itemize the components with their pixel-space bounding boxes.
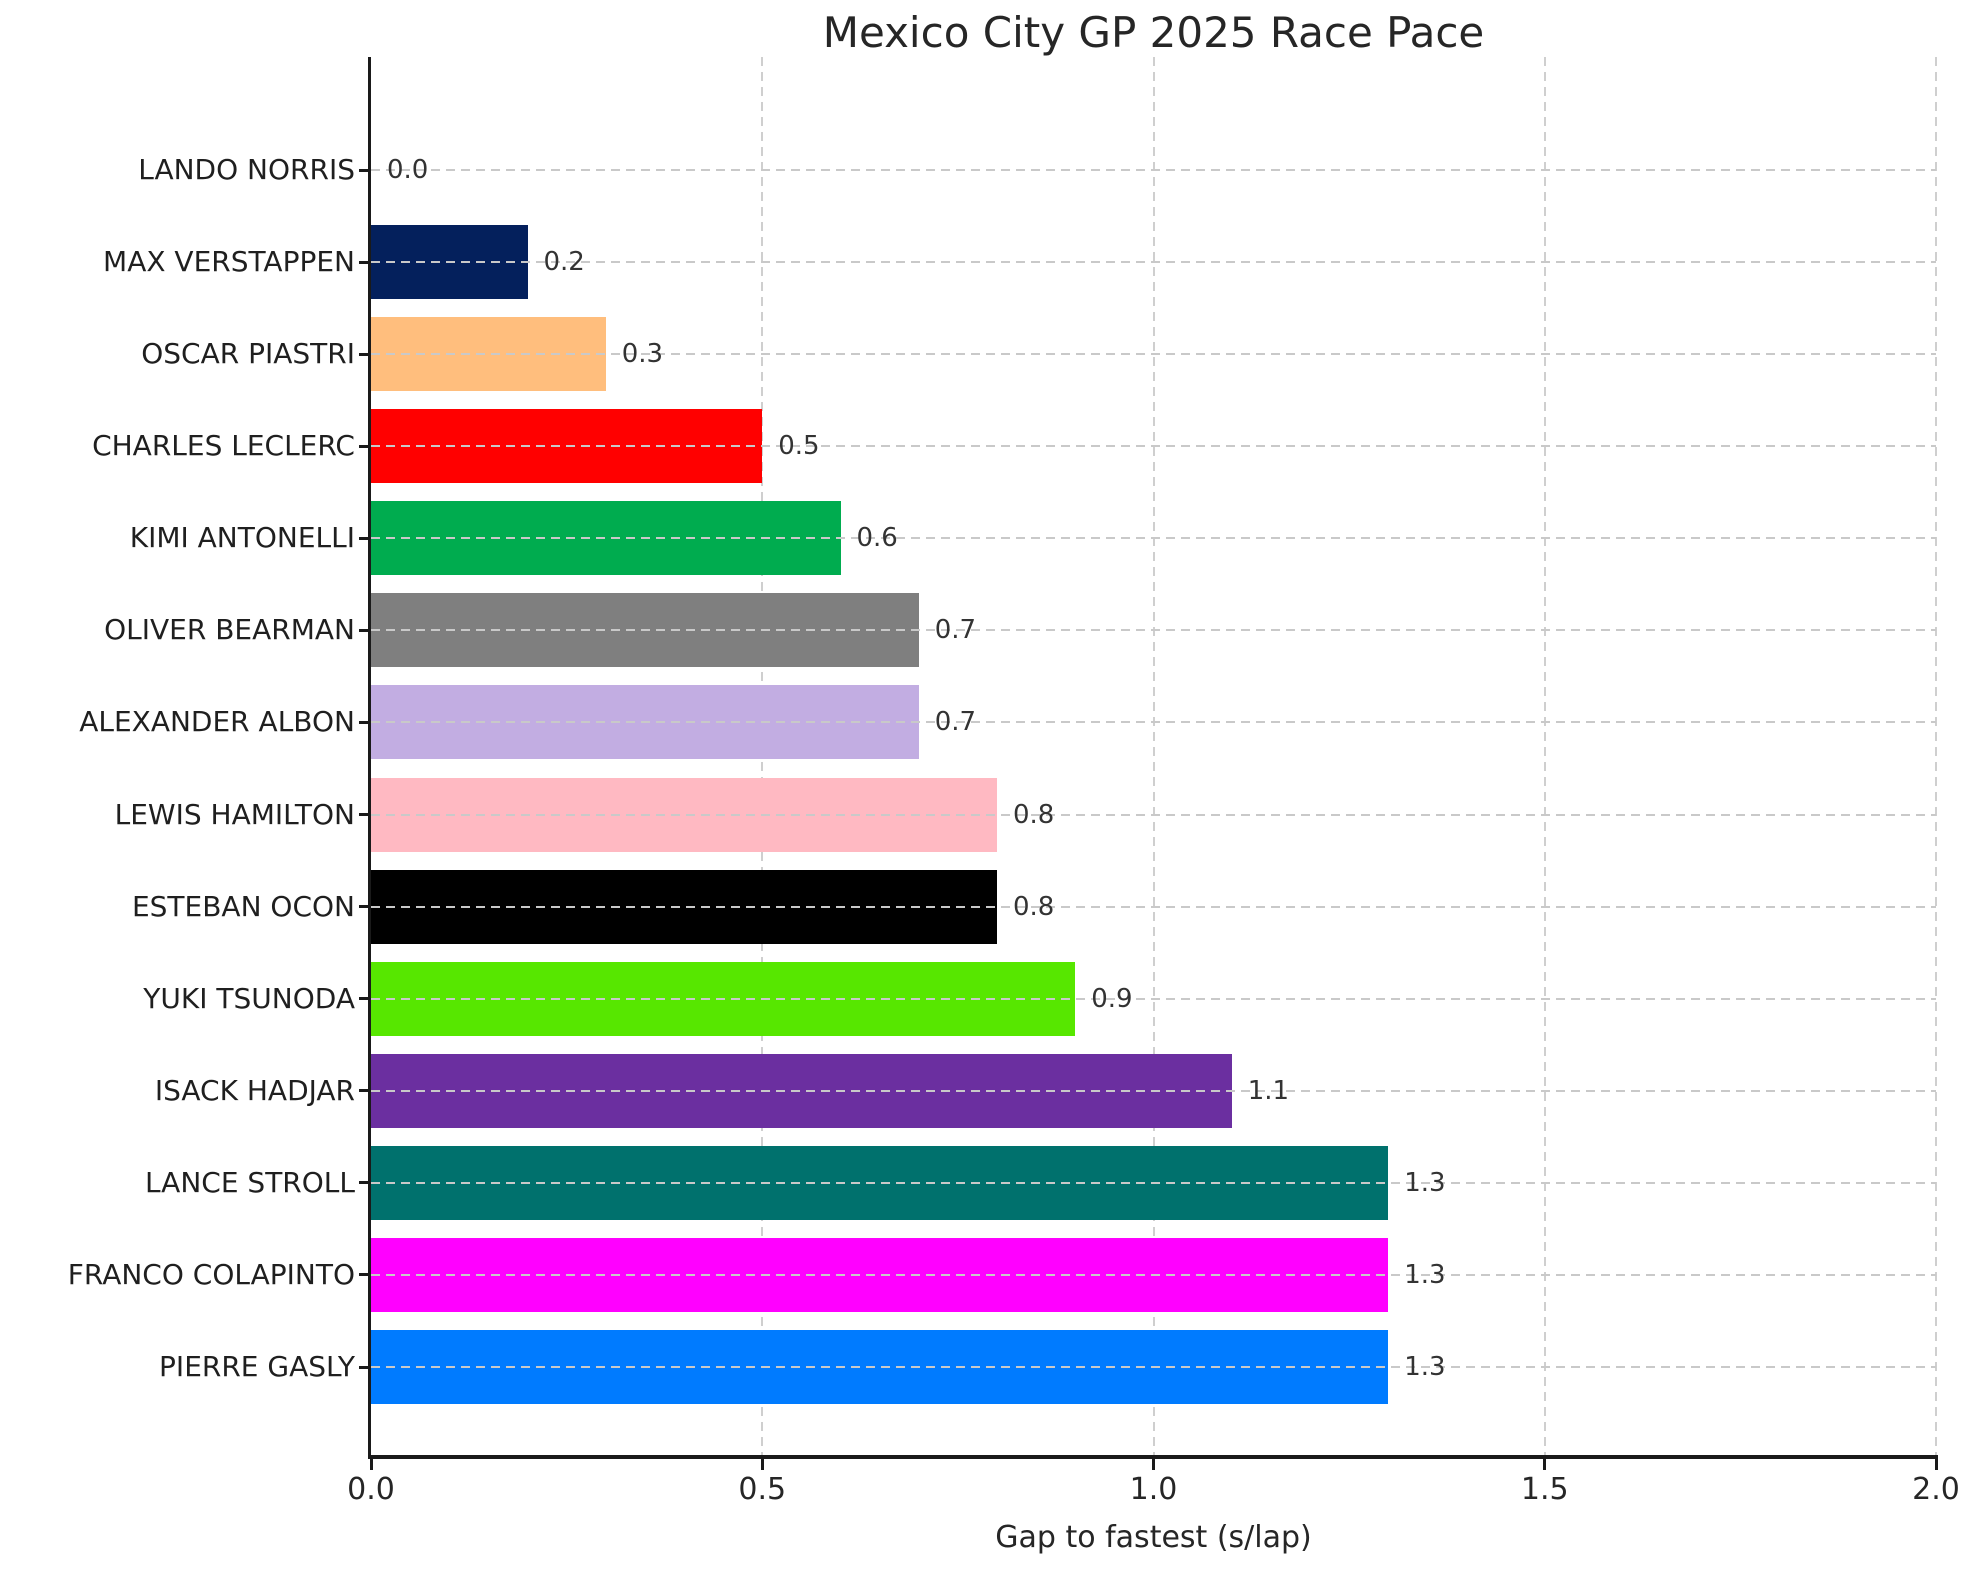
- y-tick-mark: [359, 260, 370, 264]
- y-tick-mark: [359, 444, 370, 448]
- bar-value-label: 1.3: [1404, 1167, 1446, 1198]
- horizontal-gridline: [371, 997, 1936, 1000]
- bar-value-label: 0.8: [1013, 891, 1055, 922]
- plot-area: [371, 57, 1937, 1457]
- x-tick-mark: [369, 1457, 373, 1470]
- y-tick-label: OSCAR PIASTRI: [141, 337, 355, 371]
- y-tick-mark: [359, 168, 370, 172]
- y-tick-mark: [359, 536, 370, 540]
- horizontal-gridline: [371, 721, 1936, 724]
- x-tick-label: 0.5: [738, 1472, 787, 1507]
- vertical-gridline: [1935, 57, 1937, 1457]
- y-tick-label: FRANCO COLAPINTO: [67, 1257, 355, 1291]
- bar-value-label: 0.5: [778, 431, 820, 462]
- horizontal-gridline: [371, 1181, 1936, 1184]
- y-tick-mark: [359, 1273, 370, 1277]
- horizontal-gridline: [371, 905, 1936, 908]
- x-tick-label: 0.0: [347, 1472, 395, 1507]
- horizontal-gridline: [371, 1366, 1936, 1369]
- y-tick-label: LANCE STROLL: [144, 1165, 355, 1199]
- horizontal-gridline: [371, 169, 1936, 171]
- x-tick-label: 1.5: [1520, 1472, 1569, 1507]
- y-tick-label: ISACK HADJAR: [154, 1073, 355, 1107]
- bar-value-label: 0.2: [543, 247, 585, 278]
- x-tick-mark: [1543, 1457, 1547, 1470]
- y-tick-mark: [359, 997, 370, 1001]
- horizontal-gridline: [371, 261, 1936, 264]
- x-axis-title: Gap to fastest (s/lap): [995, 1520, 1312, 1555]
- horizontal-gridline: [371, 1273, 1936, 1276]
- y-tick-mark: [359, 720, 370, 724]
- x-tick-mark: [1152, 1457, 1155, 1470]
- y-tick-label: YUKI TSUNODA: [143, 981, 355, 1015]
- horizontal-gridline: [371, 537, 1936, 540]
- bar-value-label: 0.9: [1091, 983, 1133, 1014]
- y-tick-mark: [359, 1089, 370, 1093]
- y-tick-label: KIMI ANTONELLI: [129, 521, 355, 555]
- bar-value-label: 0.0: [387, 155, 429, 185]
- bar-value-label: 1.3: [1404, 1352, 1446, 1383]
- y-tick-mark: [359, 1365, 370, 1369]
- horizontal-gridline: [371, 353, 1936, 356]
- horizontal-gridline: [371, 445, 1936, 448]
- y-tick-label: OLIVER BEARMAN: [104, 613, 355, 647]
- y-tick-label: MAX VERSTAPPEN: [103, 245, 355, 279]
- bar-value-label: 1.1: [1247, 1075, 1290, 1106]
- x-tick-label: 2.0: [1912, 1472, 1960, 1507]
- x-tick-mark: [760, 1457, 764, 1470]
- y-tick-label: PIERRE GASLY: [159, 1350, 355, 1384]
- horizontal-gridline: [371, 629, 1936, 632]
- bar-value-label: 0.6: [856, 523, 898, 554]
- y-tick-label: LANDO NORRIS: [138, 153, 355, 186]
- horizontal-gridline: [371, 813, 1936, 816]
- y-tick-mark: [359, 813, 370, 817]
- y-tick-label: ESTEBAN OCON: [131, 889, 355, 923]
- x-tick-mark: [1934, 1457, 1938, 1470]
- y-tick-mark: [359, 1181, 370, 1185]
- bar-value-label: 1.3: [1404, 1259, 1446, 1290]
- horizontal-gridline: [371, 1089, 1936, 1092]
- bar-value-label: 0.7: [934, 615, 977, 646]
- bar-value-label: 0.3: [621, 339, 664, 370]
- bar-value-label: 0.7: [934, 707, 977, 738]
- bar-value-label: 0.8: [1013, 799, 1055, 830]
- y-tick-label: LEWIS HAMILTON: [114, 797, 355, 831]
- y-tick-mark: [359, 628, 370, 632]
- vertical-gridline: [1152, 57, 1155, 1457]
- y-tick-mark: [359, 905, 370, 909]
- y-tick-label: CHARLES LECLERC: [92, 429, 355, 463]
- y-tick-mark: [359, 352, 370, 356]
- vertical-gridline: [1543, 57, 1546, 1457]
- y-tick-label: ALEXANDER ALBON: [79, 705, 355, 739]
- y-axis-spine: [368, 57, 371, 1459]
- x-tick-label: 1.0: [1129, 1472, 1178, 1507]
- chart-title: Mexico City GP 2025 Race Pace: [822, 8, 1485, 57]
